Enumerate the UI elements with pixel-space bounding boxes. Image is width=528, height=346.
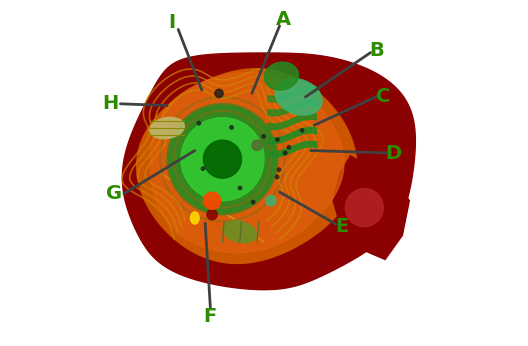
Circle shape (266, 195, 276, 206)
Circle shape (287, 146, 290, 149)
Circle shape (277, 168, 281, 171)
Ellipse shape (223, 221, 257, 243)
Circle shape (275, 175, 279, 179)
Text: H: H (102, 94, 118, 113)
Circle shape (181, 118, 264, 201)
Circle shape (167, 104, 278, 215)
Circle shape (203, 140, 241, 178)
Circle shape (207, 209, 218, 220)
Circle shape (262, 135, 266, 138)
Polygon shape (137, 69, 357, 263)
Circle shape (252, 140, 262, 151)
Polygon shape (122, 53, 416, 290)
Ellipse shape (264, 62, 298, 90)
Text: G: G (107, 184, 122, 203)
Ellipse shape (150, 117, 184, 139)
Polygon shape (333, 156, 409, 260)
Ellipse shape (275, 79, 322, 115)
Circle shape (203, 192, 221, 209)
Circle shape (251, 200, 255, 204)
Text: E: E (335, 217, 348, 236)
Text: F: F (204, 307, 217, 326)
Text: D: D (385, 145, 402, 163)
Circle shape (215, 89, 223, 98)
Circle shape (197, 121, 201, 125)
Circle shape (300, 129, 304, 132)
Circle shape (201, 167, 205, 170)
Ellipse shape (191, 212, 199, 224)
Text: C: C (376, 88, 391, 106)
Circle shape (345, 189, 383, 227)
Circle shape (238, 186, 242, 190)
Text: I: I (169, 13, 176, 32)
Circle shape (230, 126, 233, 129)
Circle shape (284, 151, 287, 155)
Polygon shape (150, 73, 344, 253)
Text: A: A (276, 10, 290, 28)
Circle shape (276, 138, 279, 141)
Text: B: B (369, 41, 384, 60)
